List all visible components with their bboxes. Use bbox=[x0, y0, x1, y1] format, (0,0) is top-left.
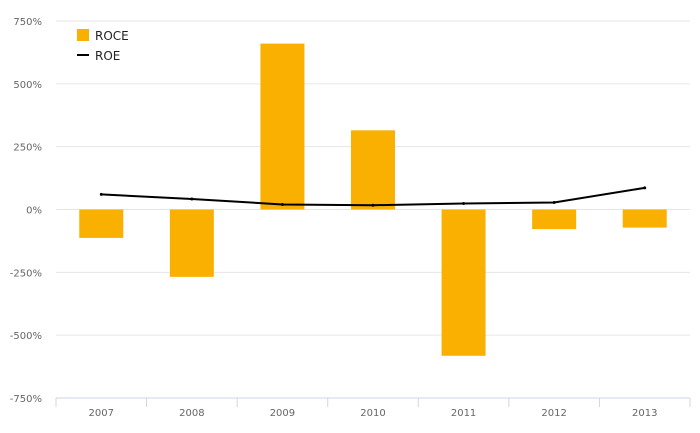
y-tick-label: 500% bbox=[13, 80, 42, 91]
bar-roce[interactable] bbox=[441, 209, 486, 356]
legend[interactable]: ROCE ROE bbox=[77, 29, 129, 63]
bars bbox=[79, 43, 667, 356]
y-tick-label: 750% bbox=[13, 17, 42, 28]
legend-label-roe[interactable]: ROE bbox=[95, 49, 120, 63]
x-tick-label: 2012 bbox=[541, 408, 566, 419]
y-tick-label: -250% bbox=[10, 268, 42, 279]
x-tick-label: 2008 bbox=[179, 408, 204, 419]
point-roe[interactable] bbox=[371, 203, 375, 207]
y-tick-label: -500% bbox=[10, 331, 42, 342]
point-roe[interactable] bbox=[190, 197, 194, 201]
lines bbox=[99, 186, 647, 207]
legend-swatch-roce[interactable] bbox=[77, 29, 89, 41]
y-axis: -750% -500% -250% 0% 250% 500% 750% bbox=[10, 17, 42, 405]
y-tick-label: 0% bbox=[26, 206, 42, 217]
bar-roce[interactable] bbox=[532, 209, 577, 230]
point-roe[interactable] bbox=[99, 192, 103, 196]
x-axis: 2007 2008 2009 2010 2011 2012 2013 bbox=[55, 397, 691, 419]
bar-roce[interactable] bbox=[169, 209, 214, 277]
point-roe[interactable] bbox=[552, 200, 556, 204]
point-roe[interactable] bbox=[462, 201, 466, 205]
x-tick-label: 2011 bbox=[451, 408, 476, 419]
bar-roce[interactable] bbox=[260, 43, 305, 210]
y-tick-label: 250% bbox=[13, 143, 42, 154]
x-tick-label: 2013 bbox=[632, 408, 657, 419]
point-roe[interactable] bbox=[280, 202, 284, 206]
x-tick-label: 2007 bbox=[89, 408, 114, 419]
bar-roce[interactable] bbox=[79, 209, 124, 238]
bar-roce[interactable] bbox=[622, 209, 667, 228]
point-roe[interactable] bbox=[643, 186, 647, 190]
x-tick-label: 2009 bbox=[270, 408, 295, 419]
y-tick-label: -750% bbox=[10, 394, 42, 405]
legend-label-roce[interactable]: ROCE bbox=[95, 29, 129, 43]
bar-roce[interactable] bbox=[351, 130, 395, 210]
x-tick-label: 2010 bbox=[360, 408, 385, 419]
